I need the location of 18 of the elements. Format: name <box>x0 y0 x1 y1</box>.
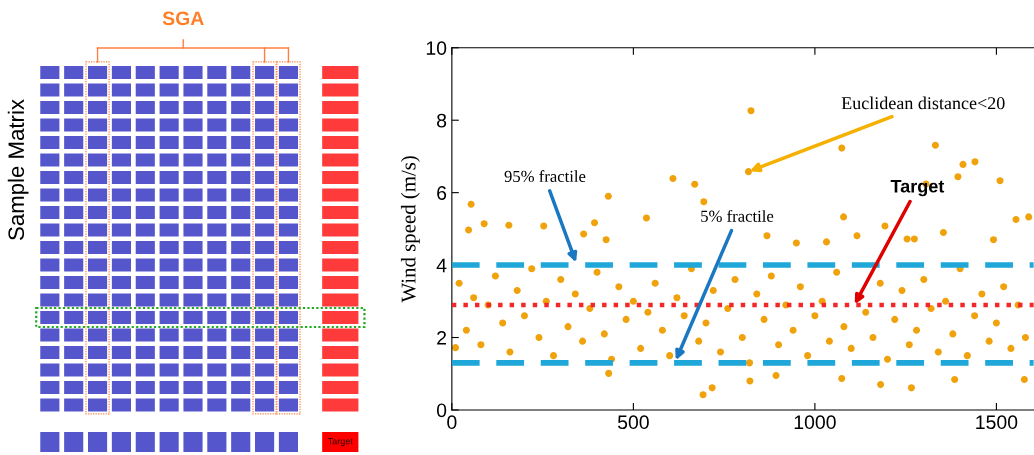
text: Sample Matrix <box>7 99 29 240</box>
y-tick-label: 6 <box>437 186 447 200</box>
annotation: Euclidean distance<20 <box>841 96 1005 110</box>
y-axis-title: Wind speed (m/s) <box>400 156 420 303</box>
ref-line-label: Target <box>890 180 945 197</box>
y-tick-label: 4 <box>436 258 447 273</box>
ref-line-label: 5% fractile <box>701 209 774 222</box>
text: SGA <box>162 11 204 26</box>
x-tick-label: 1000 <box>794 415 836 430</box>
y-tick-label: 8 <box>437 113 447 128</box>
x-tick-label: 1500 <box>976 415 1018 430</box>
text: Target <box>327 438 353 447</box>
ref-line-label: 95% fractile <box>504 170 586 183</box>
y-tick-label: 2 <box>437 330 447 345</box>
y-tick-label: 10 <box>426 41 447 56</box>
x-tick-label: 0 <box>447 415 457 430</box>
x-tick-label: 500 <box>617 415 649 430</box>
y-tick-label: 0 <box>436 403 447 418</box>
